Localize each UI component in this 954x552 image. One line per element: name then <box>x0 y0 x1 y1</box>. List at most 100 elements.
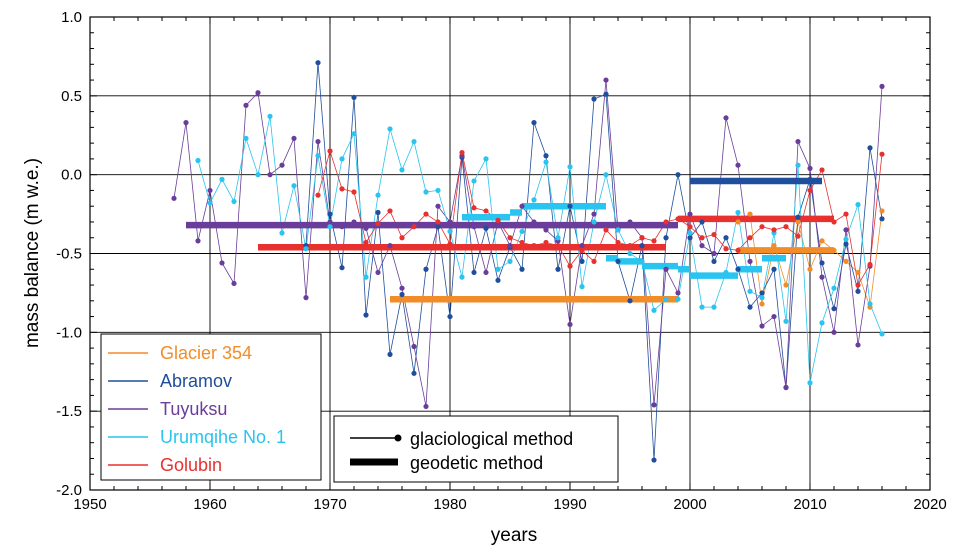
abramov-data-point <box>567 203 573 209</box>
x-tick-label: 1970 <box>313 496 346 513</box>
golubin-data-point <box>831 219 837 225</box>
urumqihe-no-1-data-point <box>651 307 657 313</box>
glacier-354-data-point <box>855 269 861 276</box>
abramov-data-point <box>675 172 681 178</box>
tuyuksu-data-point <box>567 321 573 328</box>
x-axis-label: years <box>491 525 537 546</box>
golubin-data-point <box>327 148 333 154</box>
urumqihe-no-1-data-point <box>807 380 813 386</box>
abramov-data-point <box>531 120 537 126</box>
abramov-data-point <box>855 288 861 294</box>
golubin-data-point <box>735 247 741 253</box>
glacier-354-data-point <box>843 258 849 264</box>
abramov-data-point <box>519 266 525 272</box>
abramov-data-point <box>615 258 621 264</box>
abramov-legend-label: Abramov <box>160 371 232 391</box>
abramov-data-point <box>699 219 705 225</box>
x-tick-labels: 1950 1960 1970 1980 1990 2000 2010 2020 <box>73 496 946 513</box>
abramov-data-point <box>543 153 549 159</box>
golubin-data-point <box>603 227 609 233</box>
urumqihe-no-1-data-point <box>555 235 561 241</box>
urumqihe-no-1-data-point <box>663 296 669 302</box>
tuyuksu-data-point <box>411 343 417 350</box>
urumqihe-no-1-data-point <box>639 258 645 264</box>
abramov-data-point <box>723 235 729 241</box>
tuyuksu-data-point <box>855 342 861 348</box>
x-tick-label: 1980 <box>433 496 466 513</box>
glacier-354-data-point <box>747 211 753 217</box>
abramov-data-point <box>843 241 849 247</box>
golubin-data-point <box>507 235 513 241</box>
y-tick-labels: -2.0 -1.5 -1.0 -0.5 0.0 0.5 1.0 <box>56 9 82 499</box>
tuyuksu-data-point <box>819 274 825 280</box>
urumqihe-no-1-legend-label: Urumqihe No. 1 <box>160 427 286 447</box>
glacier-354-data-point <box>819 238 825 244</box>
urumqihe-no-1-glaciological-line <box>197 116 883 383</box>
tuyuksu-data-point <box>687 211 693 217</box>
urumqihe-no-1-data-point <box>711 304 717 310</box>
golubin-data-point <box>615 239 621 246</box>
tuyuksu-data-point <box>771 313 777 320</box>
urumqihe-no-1-data-point <box>699 304 705 310</box>
urumqihe-no-1-data-point <box>495 266 501 272</box>
abramov-data-point <box>363 312 369 318</box>
tuyuksu-data-point <box>255 90 261 96</box>
urumqihe-no-1-data-point <box>423 189 429 195</box>
x-tick-label: 1950 <box>73 496 106 513</box>
tuyuksu-data-point <box>399 285 405 291</box>
golubin-legend-label: Golubin <box>160 455 222 475</box>
method-legend-box <box>333 415 619 483</box>
urumqihe-no-1-data-point <box>387 126 393 132</box>
glacier-354-data-point <box>771 243 777 249</box>
abramov-data-point <box>591 96 597 102</box>
tuyuksu-data-point <box>759 323 765 329</box>
abramov-data-point <box>387 351 393 358</box>
golubin-data-point <box>531 243 537 249</box>
golubin-data-point <box>519 239 525 246</box>
glacier-354-data-point <box>879 208 885 214</box>
glacier-354-data-point <box>783 282 789 288</box>
urumqihe-no-1-data-point <box>879 331 885 337</box>
golubin-data-point <box>375 220 381 227</box>
golubin-data-point <box>351 189 357 195</box>
urumqihe-no-1-data-point <box>843 236 849 242</box>
glacier-354-data-point <box>807 266 813 272</box>
tuyuksu-data-point <box>483 269 489 276</box>
urumqihe-no-1-data-point <box>759 295 765 301</box>
y-tick-label: -2.0 <box>56 482 82 499</box>
abramov-data-point <box>663 235 669 241</box>
urumqihe-no-1-data-point <box>291 183 297 189</box>
glacier-354-data-point <box>795 219 801 225</box>
abramov-data-point <box>627 298 633 304</box>
series-legend: Glacier 354 Abramov Tuyuksu Urumqihe No. 1 G… <box>100 333 322 481</box>
urumqihe-no-1-data-point <box>627 250 633 257</box>
golubin-data-point <box>639 235 645 241</box>
tuyuksu-data-point <box>315 138 321 145</box>
urumqihe-no-1-data-point <box>747 288 753 294</box>
abramov-data-point <box>339 265 345 271</box>
urumqihe-no-1-data-point <box>591 219 597 225</box>
tuyuksu-data-point <box>543 227 549 233</box>
tuyuksu-data-point <box>219 260 225 266</box>
golubin-data-point <box>663 219 669 225</box>
glacier-354-data-point <box>831 247 837 253</box>
golubin-data-point <box>483 208 489 214</box>
abramov-data-point <box>471 269 477 276</box>
tuyuksu-data-point <box>627 219 633 225</box>
urumqihe-no-1-data-point <box>399 167 405 173</box>
golubin-data-point <box>579 247 585 253</box>
abramov-data-point <box>327 211 333 217</box>
abramov-data-point <box>483 225 489 231</box>
y-tick-label: 1.0 <box>61 9 82 26</box>
tuyuksu-data-point <box>603 77 609 83</box>
x-tick-label: 1960 <box>193 496 226 513</box>
abramov-data-point <box>351 94 357 101</box>
urumqihe-no-1-data-point <box>567 164 573 170</box>
tuyuksu-data-point <box>507 243 513 249</box>
x-tick-label: 2010 <box>793 496 826 513</box>
y-tick-label: 0.5 <box>61 88 82 105</box>
urumqihe-no-1-data-point <box>219 176 225 182</box>
abramov-data-point <box>411 370 417 376</box>
abramov-data-point <box>879 216 885 222</box>
urumqihe-no-1-data-point <box>375 192 381 198</box>
